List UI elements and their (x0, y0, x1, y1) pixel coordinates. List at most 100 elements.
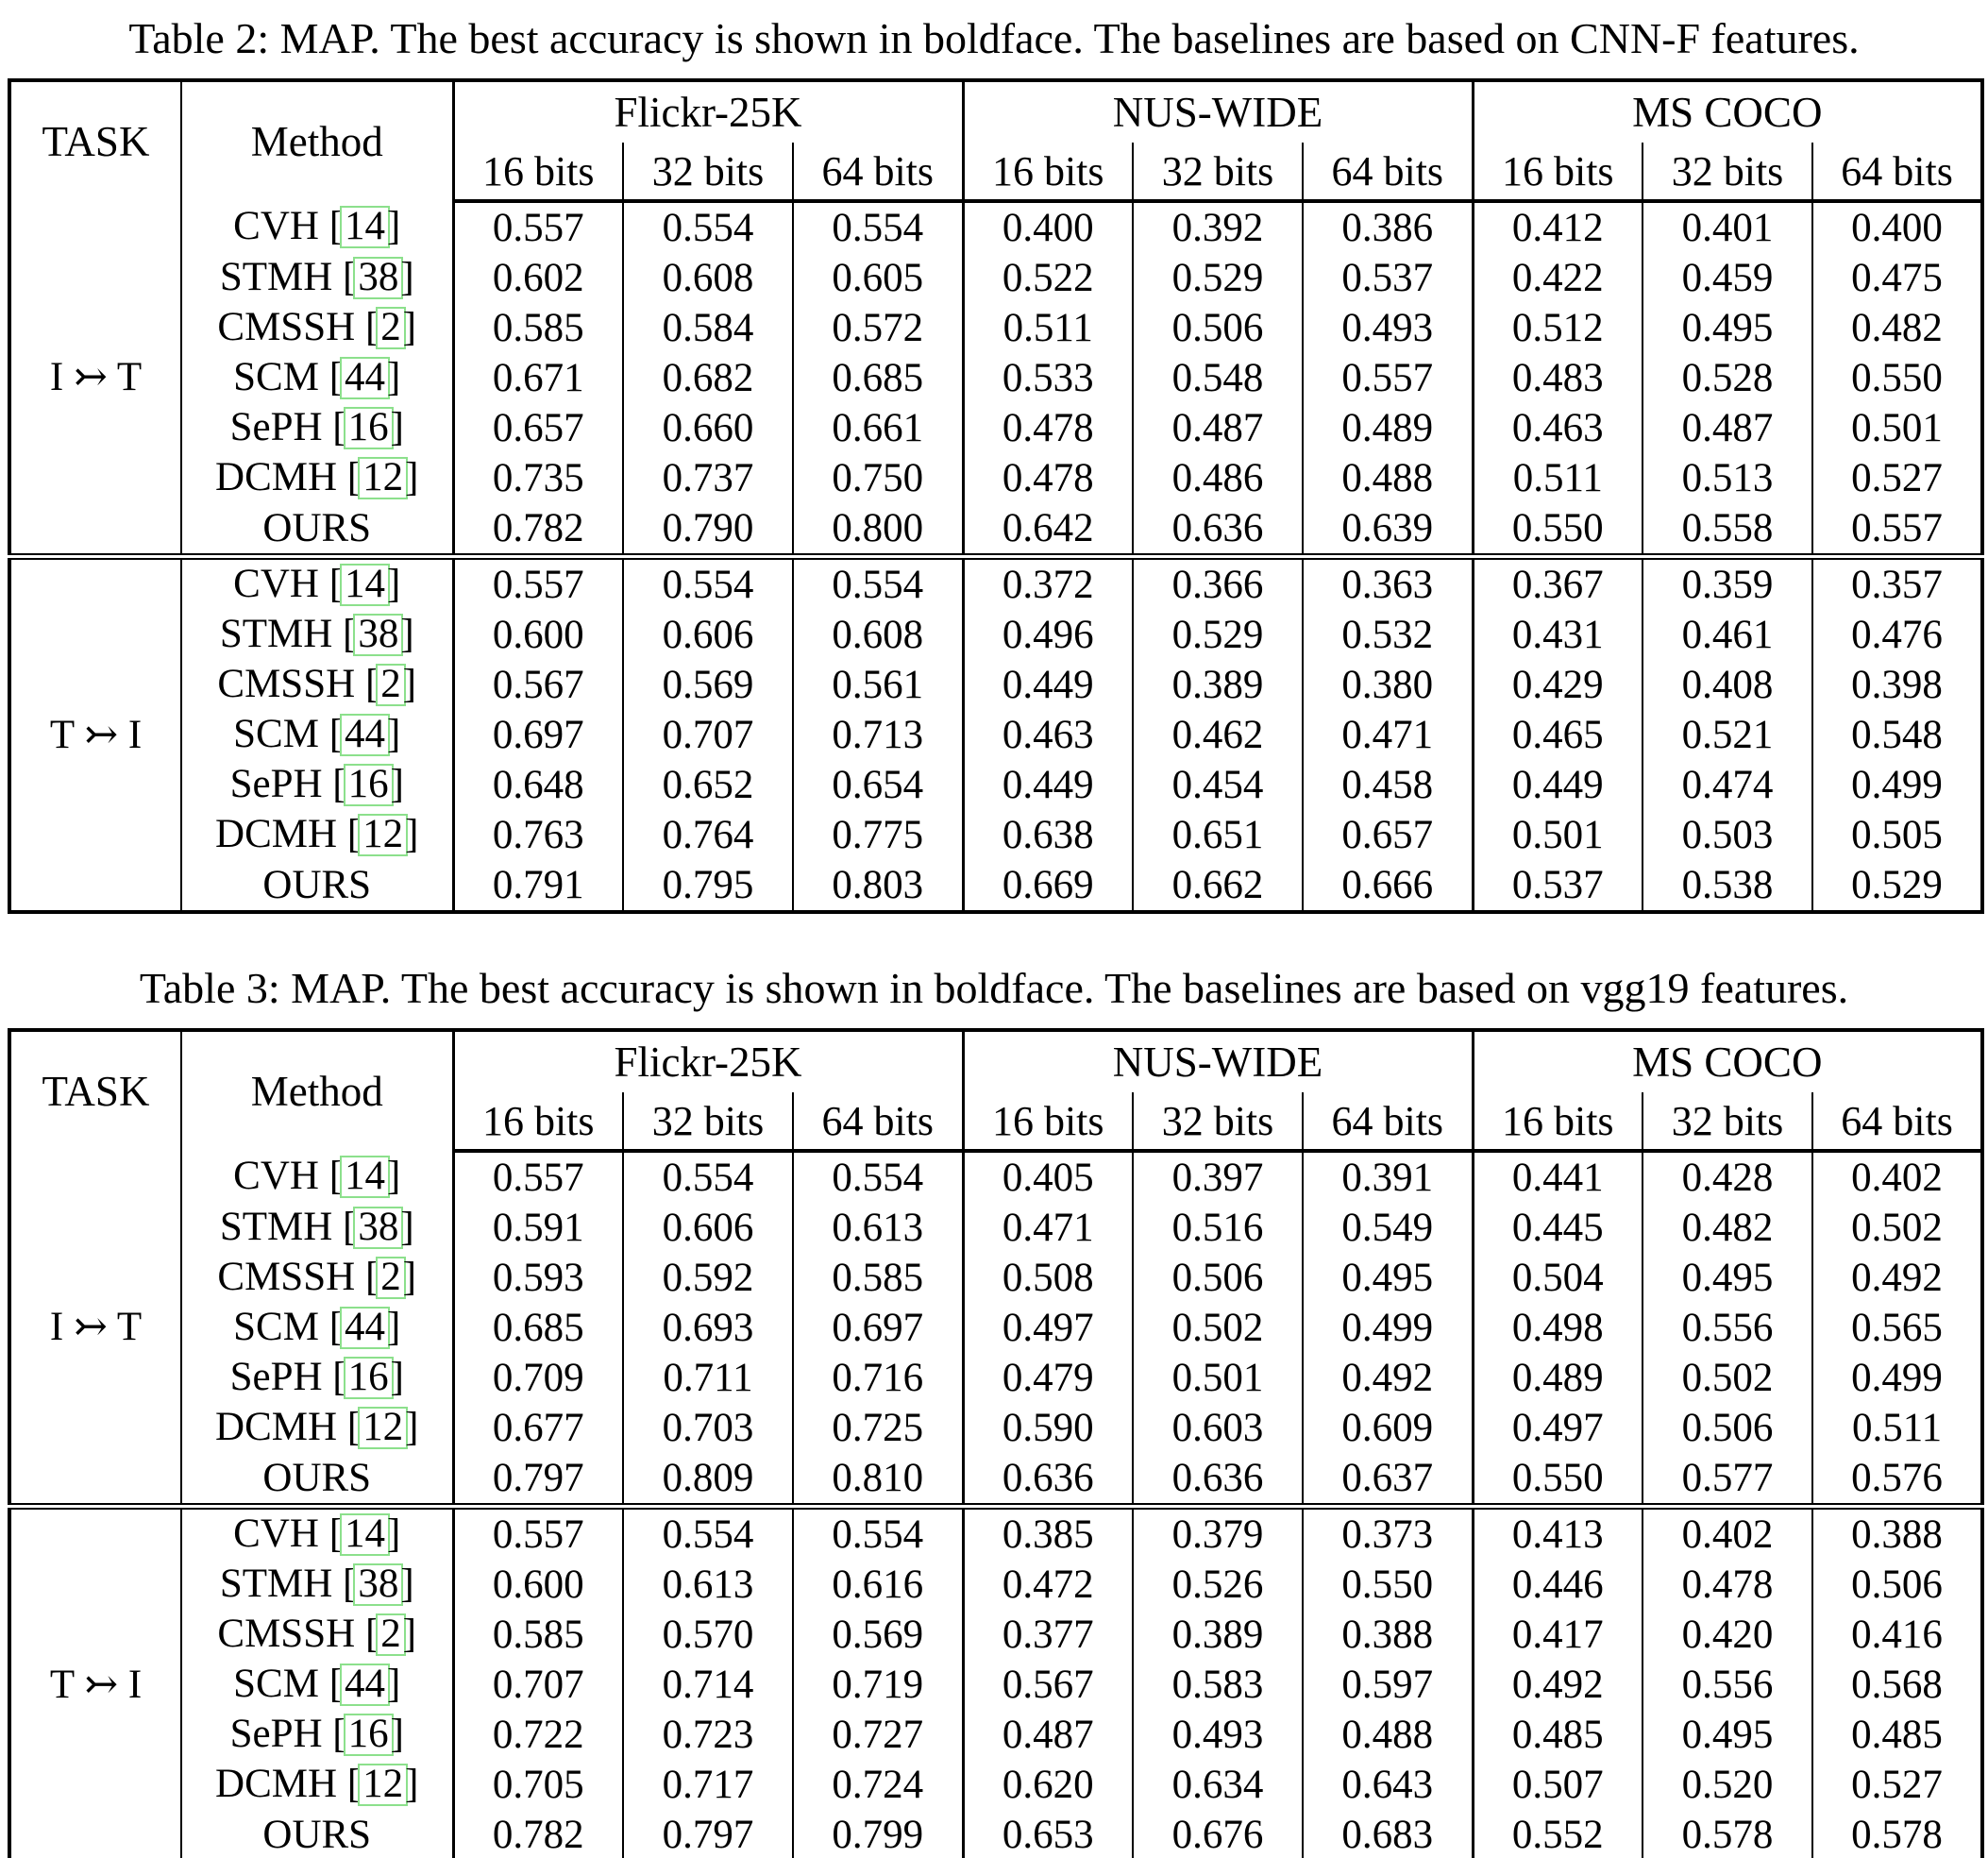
value-cell: 0.397 (1132, 1151, 1303, 1203)
citation-link[interactable]: 2 (376, 1613, 406, 1657)
value-cell: 0.719 (792, 1660, 963, 1710)
value-cell: 0.572 (792, 303, 963, 353)
value-cell: 0.660 (622, 403, 793, 453)
value-cell: 0.385 (961, 1503, 1133, 1560)
value-cell: 0.558 (1642, 503, 1813, 557)
citation-link[interactable]: 14 (340, 1513, 391, 1557)
value-cell: 0.392 (1132, 201, 1303, 253)
value-cell: 0.400 (1811, 201, 1983, 253)
value-cell: 0.401 (1642, 201, 1813, 253)
value-cell: 0.478 (961, 453, 1133, 503)
value-cell: 0.557 (451, 1151, 623, 1203)
method-cell: SePH [16] (180, 403, 453, 453)
bits-header: 32 bits (1642, 143, 1813, 203)
task-column-header: TASK (42, 1068, 150, 1115)
value-cell: 0.697 (792, 1303, 963, 1353)
value-cell: 0.554 (622, 553, 793, 610)
method-cell: CVH [14] (180, 1503, 453, 1560)
citation-link[interactable]: 16 (343, 1357, 394, 1400)
value-cell: 0.474 (1642, 760, 1813, 810)
value-cell: 0.585 (451, 1610, 623, 1660)
value-cell: 0.606 (622, 610, 793, 660)
citation-link[interactable]: 12 (358, 814, 409, 857)
value-cell: 0.791 (451, 860, 623, 912)
value-cell: 0.620 (961, 1760, 1133, 1810)
value-cell: 0.651 (1132, 810, 1303, 860)
citation-link[interactable]: 44 (340, 357, 391, 400)
value-cell: 0.489 (1471, 1353, 1643, 1403)
citation-link[interactable]: 38 (353, 1207, 404, 1250)
bits-header: 64 bits (1301, 143, 1474, 203)
task-cell: T ↣ I (9, 553, 181, 912)
citation-link[interactable]: 12 (358, 457, 409, 500)
citation-link[interactable]: 16 (343, 407, 394, 450)
value-cell: 0.505 (1811, 810, 1983, 860)
value-cell: 0.613 (622, 1560, 793, 1610)
value-cell: 0.591 (451, 1203, 623, 1253)
citation-link[interactable]: 44 (340, 1664, 391, 1707)
value-cell: 0.538 (1642, 860, 1813, 912)
citation-link[interactable]: 38 (353, 614, 404, 657)
method-cell: DCMH [12] (180, 453, 453, 503)
value-cell: 0.506 (1132, 1253, 1303, 1303)
value-cell: 0.495 (1642, 1710, 1813, 1760)
dataset-header: NUS-WIDE (961, 80, 1474, 143)
value-cell: 0.495 (1642, 1253, 1813, 1303)
value-cell: 0.359 (1642, 553, 1813, 610)
citation-link[interactable]: 2 (376, 664, 406, 707)
value-cell: 0.693 (622, 1303, 793, 1353)
task-cell: T ↣ I (9, 1503, 181, 1858)
citation-link[interactable]: 16 (343, 764, 394, 807)
value-cell: 0.682 (622, 353, 793, 403)
citation-link[interactable]: 12 (358, 1764, 409, 1807)
value-cell: 0.526 (1132, 1560, 1303, 1610)
value-cell: 0.408 (1642, 660, 1813, 710)
value-cell: 0.723 (622, 1710, 793, 1760)
value-cell: 0.703 (622, 1403, 793, 1453)
method-cell: CVH [14] (180, 1151, 453, 1203)
citation-link[interactable]: 12 (358, 1407, 409, 1450)
citation-link[interactable]: 38 (353, 1563, 404, 1607)
value-cell: 0.516 (1132, 1203, 1303, 1253)
value-cell: 0.606 (622, 1203, 793, 1253)
citation-link[interactable]: 14 (340, 564, 391, 607)
value-cell: 0.462 (1132, 710, 1303, 760)
value-cell: 0.643 (1301, 1760, 1474, 1810)
value-cell: 0.479 (961, 1353, 1133, 1403)
citation-link[interactable]: 38 (353, 257, 404, 300)
citation-link[interactable]: 44 (340, 714, 391, 757)
method-cell: SePH [16] (180, 1353, 453, 1403)
bits-header: 64 bits (792, 143, 963, 203)
value-cell: 0.529 (1811, 860, 1983, 912)
bits-header: 32 bits (622, 1092, 793, 1153)
value-cell: 0.478 (961, 403, 1133, 453)
method-cell: OURS (180, 503, 453, 557)
citation-link[interactable]: 2 (376, 307, 406, 350)
citation-link[interactable]: 14 (340, 1156, 391, 1199)
value-cell: 0.554 (622, 1151, 793, 1203)
value-cell: 0.638 (961, 810, 1133, 860)
method-cell: DCMH [12] (180, 1403, 453, 1453)
citation-link[interactable]: 14 (340, 206, 391, 249)
method-cell: SCM [44] (180, 1660, 453, 1710)
value-cell: 0.713 (792, 710, 963, 760)
value-cell: 0.685 (792, 353, 963, 403)
citation-link[interactable]: 44 (340, 1307, 391, 1350)
citation-link[interactable]: 16 (343, 1714, 394, 1757)
value-cell: 0.554 (792, 201, 963, 253)
value-cell: 0.400 (961, 201, 1133, 253)
value-cell: 0.487 (961, 1710, 1133, 1760)
value-cell: 0.709 (451, 1353, 623, 1403)
citation-link[interactable]: 2 (376, 1257, 406, 1300)
value-cell: 0.537 (1301, 253, 1474, 303)
value-cell: 0.567 (451, 660, 623, 710)
value-cell: 0.556 (1642, 1660, 1813, 1710)
value-cell: 0.557 (1301, 353, 1474, 403)
value-cell: 0.600 (451, 610, 623, 660)
method-cell: CMSSH [2] (180, 1610, 453, 1660)
value-cell: 0.548 (1811, 710, 1983, 760)
value-cell: 0.511 (1811, 1403, 1983, 1453)
value-cell: 0.557 (451, 553, 623, 610)
value-cell: 0.465 (1471, 710, 1643, 760)
